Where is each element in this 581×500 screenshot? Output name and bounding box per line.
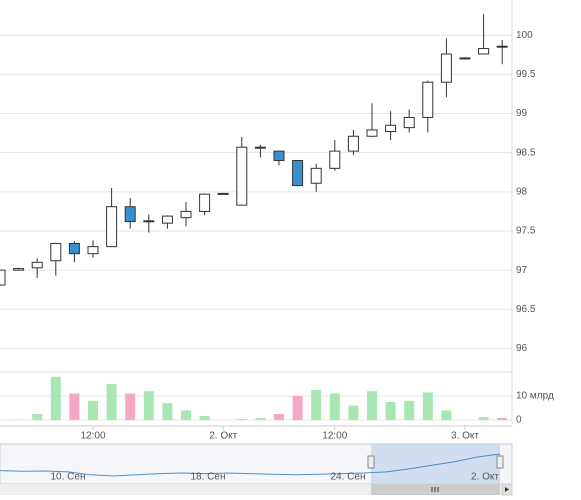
- x-tick-label: 12:00: [80, 431, 105, 442]
- volume-bar: [311, 390, 322, 420]
- candle-body: [459, 57, 471, 60]
- volume-bar: [88, 400, 98, 420]
- candle-body: [68, 243, 80, 255]
- volume-bar: [162, 403, 173, 420]
- navigator-line: [0, 453, 501, 477]
- volume-bar: [106, 384, 117, 420]
- candle-body: [366, 129, 378, 137]
- volume-bar: [404, 400, 415, 420]
- volume-bar: [69, 393, 80, 420]
- candle-body: [124, 206, 136, 223]
- candle-body: [496, 45, 508, 48]
- x-tick-label: 12:00: [322, 431, 347, 442]
- volume-bar: [441, 410, 452, 420]
- y-tick-label: 100: [516, 30, 533, 41]
- y-tick-label: 99.5: [516, 69, 536, 80]
- volume-tick-label: 10 млрд: [516, 391, 554, 402]
- candle-body: [236, 146, 248, 206]
- y-tick-label: 96: [516, 343, 528, 354]
- volume-bar: [125, 393, 136, 420]
- volume-bar: [181, 410, 191, 420]
- x-tick-label: 2. Окт: [209, 431, 237, 442]
- candle-body: [385, 124, 397, 133]
- volume-bar: [497, 418, 508, 420]
- candle-body: [217, 192, 229, 195]
- candle-body: [440, 53, 452, 83]
- navigator-handle[interactable]: [496, 455, 504, 469]
- candle-body: [292, 160, 304, 187]
- y-tick-label: 98.5: [516, 147, 536, 158]
- y-tick-label: 97.5: [516, 226, 536, 237]
- candle-body: [422, 81, 434, 118]
- volume-tick-label: 0: [516, 415, 522, 426]
- navigator-selection[interactable]: [371, 444, 500, 484]
- y-tick-label: 99: [516, 108, 528, 119]
- candle-body: [31, 261, 43, 269]
- navigator-label: 2. Окт: [471, 472, 499, 483]
- navigator-label: 10. Сен: [51, 472, 86, 483]
- navigator-label: 18. Сен: [191, 472, 226, 483]
- candle-body: [310, 167, 322, 184]
- y-tick-label: 97: [516, 265, 528, 276]
- candle-body: [143, 220, 155, 223]
- volume-bar: [143, 391, 154, 420]
- candle-body: [254, 146, 266, 149]
- candle-body: [403, 116, 415, 129]
- volume-bar: [292, 396, 303, 420]
- navigator-handle[interactable]: [367, 455, 375, 469]
- volume-bar: [50, 376, 61, 420]
- volume-bar: [367, 391, 377, 420]
- scrollbar-arrow: [505, 487, 509, 492]
- y-tick-label: 96.5: [516, 304, 536, 315]
- candle-body: [50, 243, 62, 262]
- candle-body: [329, 150, 341, 169]
- candle-body: [478, 48, 490, 55]
- volume-bar: [274, 414, 284, 420]
- volume-bar: [478, 417, 489, 420]
- candle-body: [273, 150, 285, 162]
- volume-bar: [32, 414, 43, 420]
- volume-bar: [348, 405, 359, 420]
- y-tick-label: 98: [516, 186, 528, 197]
- scrollbar[interactable]: [0, 484, 512, 495]
- candle-body: [87, 246, 99, 255]
- candle-body: [13, 268, 25, 271]
- volume-bar: [329, 393, 340, 420]
- volume-bar: [422, 392, 433, 420]
- volume-bar: [385, 402, 396, 420]
- x-tick-label: 3. Окт: [451, 431, 479, 442]
- navigator-label: 24. Сен: [331, 472, 366, 483]
- candle-body: [347, 135, 359, 152]
- volume-bar: [255, 418, 266, 420]
- candle-body: [180, 210, 192, 219]
- candle-body: [161, 215, 173, 224]
- scrollbar-grip: [431, 487, 439, 492]
- candle-body: [0, 269, 6, 286]
- candle-body: [199, 193, 211, 212]
- volume-bar: [236, 419, 247, 420]
- volume-bar: [199, 415, 210, 420]
- candle-body: [106, 206, 118, 248]
